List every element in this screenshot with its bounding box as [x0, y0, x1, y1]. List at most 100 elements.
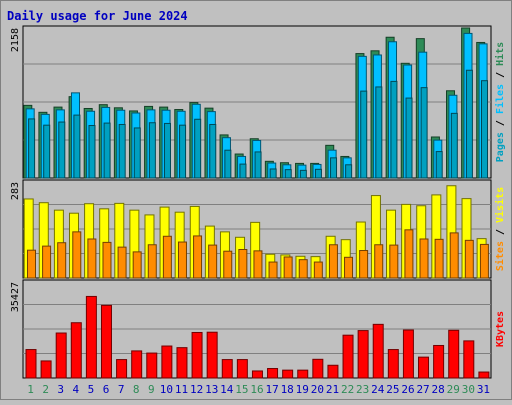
bar-kbytes-day-23 [357, 330, 369, 379]
bar-kbytes-day-24 [372, 323, 384, 379]
day-label-3: 3 [57, 383, 64, 396]
bar-pages-day-15 [239, 163, 247, 179]
bar-sites-day-30 [464, 239, 474, 279]
day-label-31: 31 [477, 383, 490, 396]
bar-kbytes-day-20 [312, 358, 324, 379]
bar-sites-day-2 [42, 245, 52, 279]
bar-kbytes-day-25 [387, 349, 399, 379]
bar-sites-day-20 [313, 261, 323, 279]
bar-sites-day-14 [223, 250, 233, 279]
bar-pages-day-18 [284, 169, 292, 179]
day-label-26: 26 [401, 383, 414, 396]
bar-pages-day-28 [435, 151, 443, 179]
bar-sites-day-12 [193, 235, 203, 279]
bar-sites-day-16 [253, 250, 263, 279]
day-label-4: 4 [73, 383, 80, 396]
bar-kbytes-day-12 [191, 331, 203, 379]
bar-kbytes-day-18 [282, 369, 294, 379]
axis-label-separator: / [495, 66, 506, 84]
day-label-14: 14 [220, 383, 234, 396]
bar-sites-day-25 [389, 244, 399, 279]
day-label-23: 23 [356, 383, 369, 396]
bar-kbytes-day-31 [478, 371, 490, 379]
day-label-1: 1 [27, 383, 34, 396]
bar-pages-day-9 [148, 122, 156, 179]
bar-pages-day-16 [254, 151, 262, 179]
bar-pages-day-17 [269, 168, 277, 179]
day-label-27: 27 [416, 383, 429, 396]
bar-pages-day-5 [88, 125, 96, 179]
axis-label-hits: Hits [494, 42, 506, 66]
bar-pages-day-26 [405, 97, 413, 179]
bar-pages-day-3 [58, 121, 66, 179]
day-label-10: 10 [160, 383, 173, 396]
bar-kbytes-day-14 [221, 359, 233, 379]
bar-pages-day-21 [330, 157, 338, 179]
bar-pages-day-30 [465, 69, 473, 179]
bar-kbytes-day-30 [463, 340, 475, 379]
day-label-25: 25 [386, 383, 399, 396]
day-label-24: 24 [371, 383, 385, 396]
axis-label-pages: Pages [495, 132, 506, 162]
bar-pages-day-22 [345, 164, 353, 179]
bar-kbytes-day-26 [402, 329, 414, 379]
day-label-28: 28 [432, 383, 445, 396]
bar-kbytes-day-17 [267, 368, 279, 379]
bar-sites-day-18 [283, 256, 293, 279]
bar-sites-day-6 [102, 241, 112, 279]
ymax-label-kbytes: 35427 [10, 282, 21, 312]
bar-kbytes-day-11 [176, 347, 188, 379]
day-label-5: 5 [88, 383, 95, 396]
bar-pages-day-6 [103, 122, 111, 179]
bar-kbytes-day-15 [236, 359, 248, 379]
bar-sites-day-26 [404, 229, 414, 279]
bar-pages-day-14 [224, 149, 232, 179]
day-label-7: 7 [118, 383, 125, 396]
bar-sites-day-23 [359, 250, 369, 279]
bar-pages-day-20 [314, 168, 322, 179]
day-label-13: 13 [205, 383, 218, 396]
day-label-29: 29 [447, 383, 460, 396]
bar-pages-day-24 [375, 86, 383, 179]
bar-pages-day-29 [450, 112, 458, 179]
axis-label-hits-files-pages: Pages / Files / Hits [494, 42, 506, 162]
day-label-11: 11 [175, 383, 188, 396]
bar-sites-day-4 [72, 231, 82, 279]
bar-kbytes-day-5 [85, 295, 97, 379]
bars-layer [23, 27, 490, 379]
day-label-8: 8 [133, 383, 140, 396]
axis-label-kbytes: KBytes [495, 311, 506, 347]
bar-sites-day-13 [208, 244, 218, 279]
bar-kbytes-day-29 [448, 329, 460, 379]
bar-kbytes-day-2 [40, 360, 52, 379]
bar-pages-day-27 [420, 87, 428, 179]
ymax-label-visits-sites: 283 [10, 182, 21, 200]
bar-sites-day-1 [27, 249, 36, 279]
bar-kbytes-day-4 [70, 322, 82, 379]
bar-kbytes-day-19 [297, 369, 309, 379]
bar-kbytes-day-22 [342, 334, 354, 379]
day-label-2: 2 [42, 383, 49, 396]
bar-kbytes-day-8 [131, 350, 143, 379]
bar-sites-day-8 [132, 251, 142, 279]
bar-kbytes-day-1 [25, 349, 37, 379]
bar-pages-day-7 [118, 123, 126, 179]
day-label-21: 21 [326, 383, 339, 396]
bar-sites-day-15 [238, 249, 248, 279]
day-label-30: 30 [462, 383, 475, 396]
bar-sites-day-21 [328, 244, 338, 279]
bar-sites-day-9 [147, 244, 157, 279]
bar-kbytes-day-6 [100, 304, 112, 379]
axis-label-separator: / [495, 114, 506, 132]
axis-label-files: Files [494, 84, 506, 114]
bar-kbytes-day-13 [206, 331, 218, 379]
day-label-6: 6 [103, 383, 110, 396]
bar-pages-day-23 [360, 90, 368, 179]
bar-kbytes-day-27 [418, 356, 430, 379]
day-label-20: 20 [311, 383, 324, 396]
bar-kbytes-day-9 [146, 352, 158, 379]
day-label-15: 15 [235, 383, 248, 396]
bar-kbytes-day-16 [251, 370, 263, 379]
bar-sites-day-22 [344, 256, 354, 279]
